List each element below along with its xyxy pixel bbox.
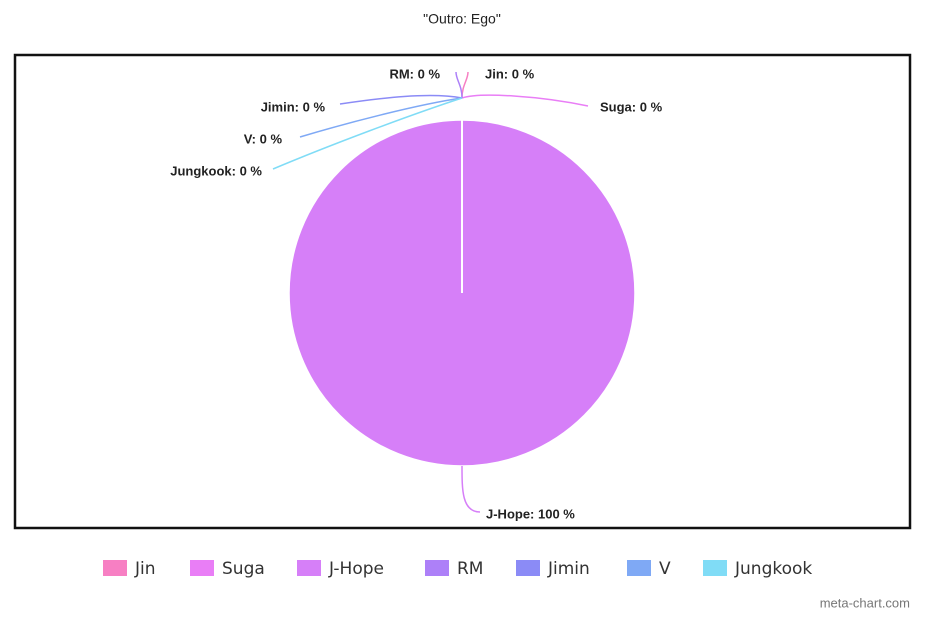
leader-line [461,94,589,107]
legend-label: Jungkook [734,559,812,579]
legend-swatch [297,560,321,576]
legend-swatch [516,560,540,576]
leader-line [461,465,481,513]
data-label: Jungkook: 0 % [170,163,262,178]
data-label: Jin: 0 % [485,66,535,81]
legend-label: Jimin [547,559,590,579]
leader-line [272,97,463,170]
legend-label: Suga [222,559,265,579]
data-label: Jimin: 0 % [261,99,326,114]
chart-title: "Outro: Ego" [423,11,501,27]
data-label: V: 0 % [244,131,283,146]
legend-label: V [659,559,671,579]
legend-swatch [425,560,449,576]
leader-line [299,97,463,138]
legend-label: RM [457,559,483,579]
legend-swatch [190,560,214,576]
leader-line [339,94,463,105]
legend-swatch [627,560,651,576]
leader-line [455,71,463,99]
data-label: Suga: 0 % [600,99,663,114]
legend-swatch [103,560,127,576]
legend-label: J-Hope [328,559,384,579]
data-label: J-Hope: 100 % [486,506,575,521]
data-label: RM: 0 % [389,66,440,81]
legend-swatch [703,560,727,576]
credit: meta-chart.com [820,595,910,610]
legend-label: Jin [134,559,156,579]
